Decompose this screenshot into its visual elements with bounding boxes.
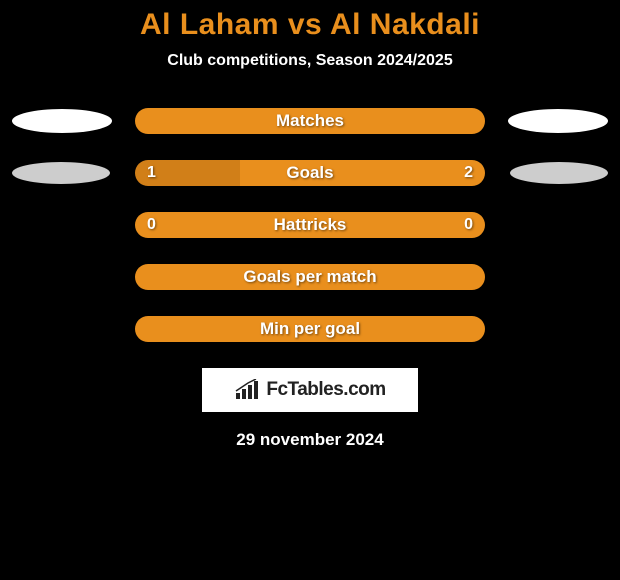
- stat-bar: 12Goals: [135, 160, 485, 186]
- site-logo: FcTables.com: [202, 368, 418, 412]
- player-ellipse-right: [510, 162, 608, 184]
- bar-segment-right: [135, 316, 485, 342]
- logo-text: FcTables.com: [266, 379, 385, 401]
- player-ellipse-left: [12, 162, 110, 184]
- player-ellipse-left: [12, 109, 112, 133]
- bar-segment-right: [240, 160, 485, 186]
- stat-bar: Min per goal: [135, 316, 485, 342]
- stat-bar: 00Hattricks: [135, 212, 485, 238]
- bar-value-right: 0: [464, 212, 473, 238]
- page-subtitle: Club competitions, Season 2024/2025: [0, 52, 620, 70]
- bar-value-right: 2: [464, 160, 473, 186]
- stat-row: Matches: [0, 108, 620, 134]
- chart-icon: [234, 379, 260, 401]
- bar-segment-right: [135, 108, 485, 134]
- stat-row: Goals per match: [0, 264, 620, 290]
- bar-value-left: 0: [147, 212, 156, 238]
- comparison-infographic: Al Laham vs Al Nakdali Club competitions…: [0, 0, 620, 450]
- stat-rows: Matches12Goals00HattricksGoals per match…: [0, 108, 620, 342]
- bar-segment-right: [135, 264, 485, 290]
- stat-row: Min per goal: [0, 316, 620, 342]
- player-ellipse-right: [508, 109, 608, 133]
- bar-value-left: 1: [147, 160, 156, 186]
- page-title: Al Laham vs Al Nakdali: [0, 8, 620, 42]
- stat-bar: Matches: [135, 108, 485, 134]
- stat-row: 12Goals: [0, 160, 620, 186]
- footer-date: 29 november 2024: [0, 430, 620, 450]
- bar-segment-right: [135, 212, 485, 238]
- stat-bar: Goals per match: [135, 264, 485, 290]
- stat-row: 00Hattricks: [0, 212, 620, 238]
